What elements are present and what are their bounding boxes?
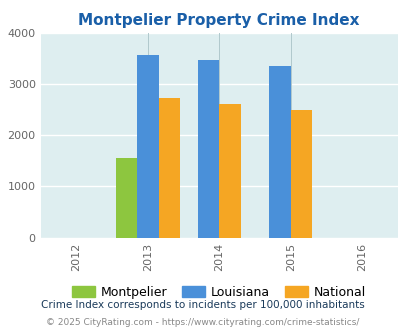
- Legend: Montpelier, Louisiana, National: Montpelier, Louisiana, National: [67, 281, 371, 304]
- Bar: [158, 98, 179, 238]
- Text: © 2025 CityRating.com - https://www.cityrating.com/crime-statistics/: © 2025 CityRating.com - https://www.city…: [46, 318, 359, 327]
- Bar: [115, 158, 137, 238]
- Text: Crime Index corresponds to incidents per 100,000 inhabitants: Crime Index corresponds to incidents per…: [41, 300, 364, 310]
- Bar: [269, 66, 290, 238]
- Title: Montpelier Property Crime Index: Montpelier Property Crime Index: [78, 13, 359, 28]
- Bar: [290, 110, 311, 238]
- Bar: [197, 60, 219, 238]
- Bar: [137, 55, 158, 238]
- Bar: [219, 104, 240, 238]
